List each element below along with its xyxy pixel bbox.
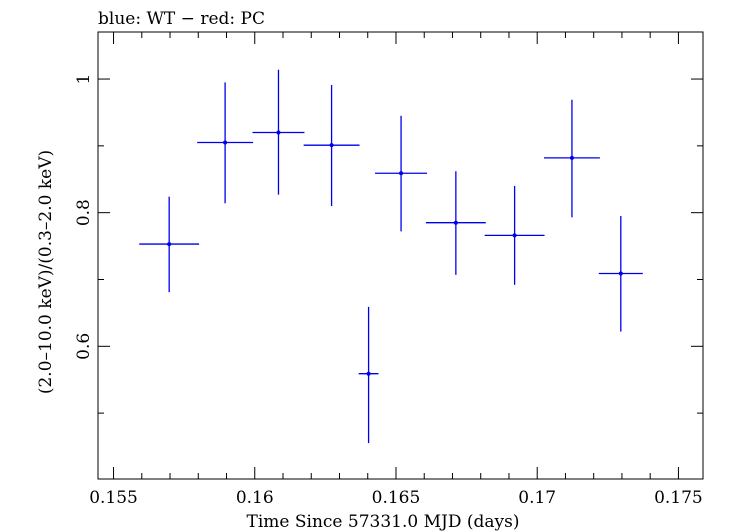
data-point: [303, 85, 360, 206]
y-tick-label: 1: [74, 74, 94, 85]
point-marker: [399, 171, 404, 176]
point-marker: [512, 233, 517, 238]
x-tick-label: 0.175: [654, 488, 703, 508]
y-tick-label: 0.8: [74, 199, 94, 226]
data-point: [375, 115, 428, 232]
point-marker: [276, 130, 281, 135]
x-tick-label: 0.165: [372, 488, 421, 508]
data-point: [358, 306, 379, 444]
point-marker: [569, 155, 574, 160]
axes: 0.155 0.16 0.165 0.17 0.175 0.6 0.8 1: [74, 32, 703, 508]
y-axis-label: (2.0–10.0 keV)/(0.3–2.0 keV): [36, 150, 56, 394]
data-point: [197, 82, 254, 204]
data-point: [252, 69, 305, 195]
x-tick-label: 0.17: [518, 488, 556, 508]
data-point: [484, 185, 545, 285]
y-tick-label: 0.6: [74, 333, 94, 360]
point-marker: [167, 242, 172, 247]
point-marker: [453, 220, 458, 225]
point-marker: [223, 140, 228, 145]
data-marks: [139, 69, 643, 444]
data-point: [425, 171, 486, 275]
data-point: [598, 216, 643, 332]
point-marker: [329, 143, 334, 148]
point-marker: [366, 371, 371, 376]
x-tick-label: 0.16: [236, 488, 274, 508]
x-tick-label: 0.155: [89, 488, 138, 508]
chart-title: blue: WT − red: PC: [98, 9, 265, 29]
data-point: [139, 196, 200, 293]
data-point: [543, 99, 600, 218]
x-axis-label: Time Since 57331.0 MJD (days): [247, 512, 520, 532]
plot-frame: [97, 31, 704, 480]
point-marker: [618, 271, 623, 276]
